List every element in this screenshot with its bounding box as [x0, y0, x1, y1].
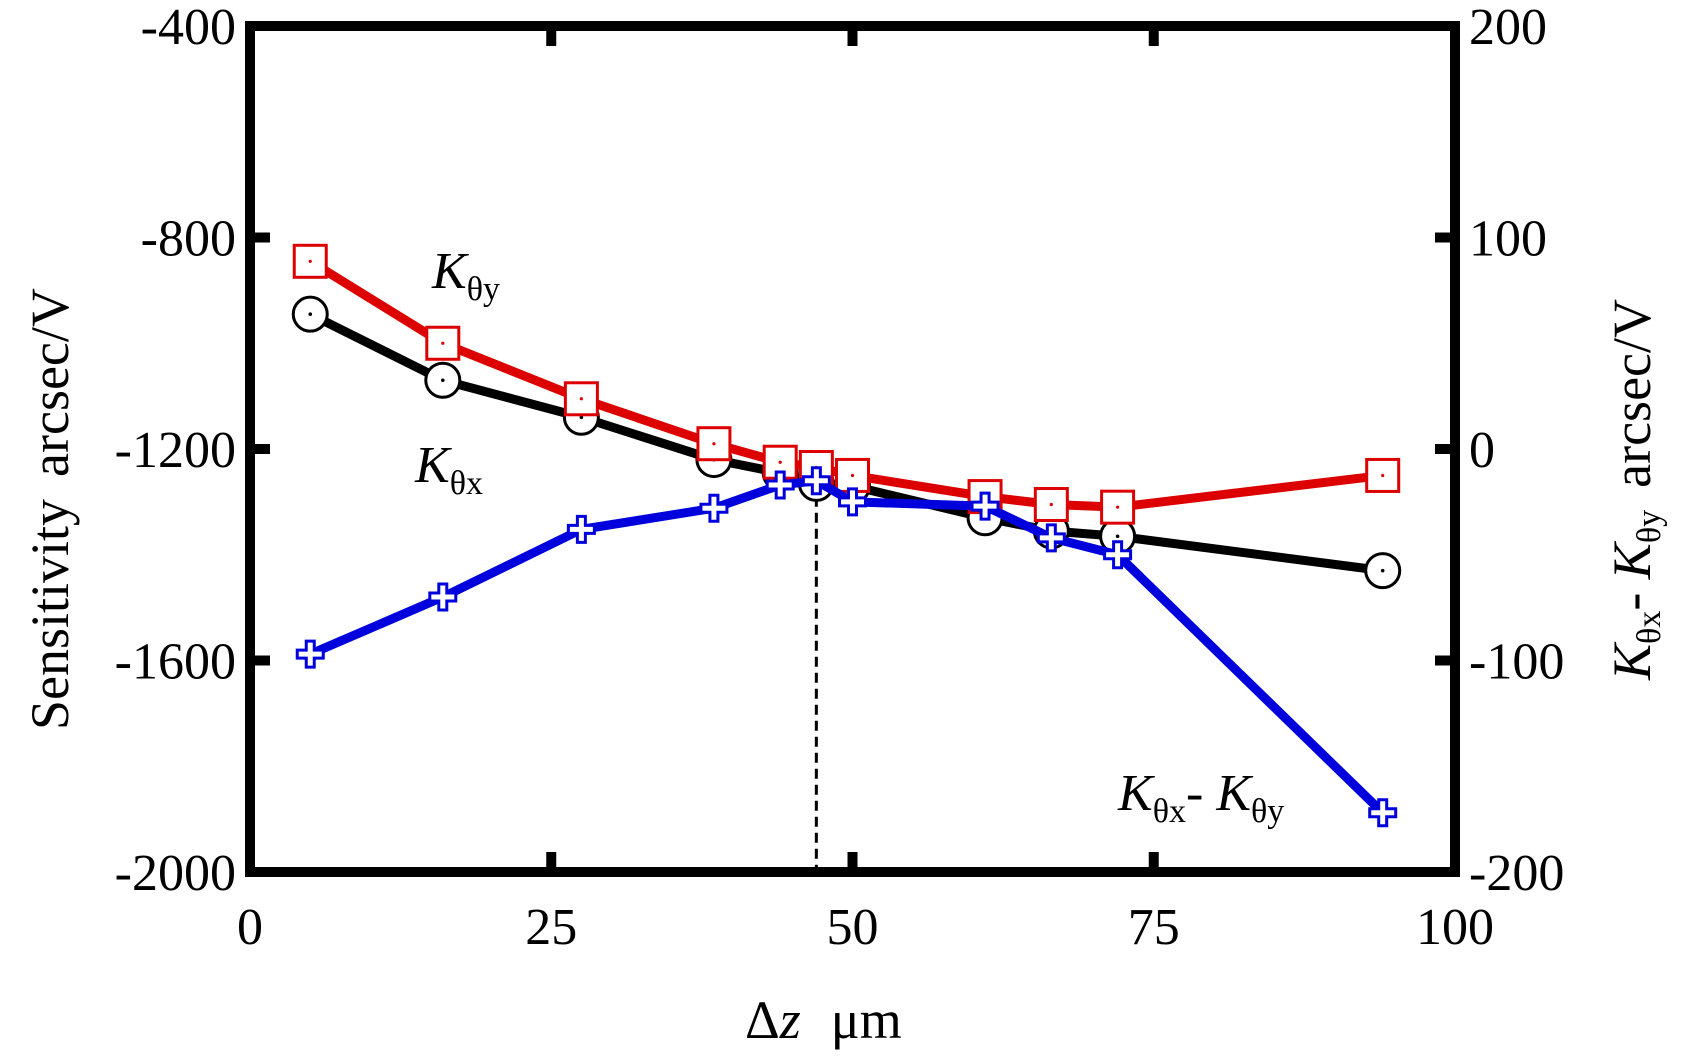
data-point-dot [1381, 473, 1385, 478]
data-point-dot [579, 415, 584, 420]
y-tick-left-label: -1600 [115, 634, 236, 691]
x-axis-variable: z [779, 990, 801, 1050]
data-point [1365, 457, 1401, 493]
annotation-k-theta-y-sub: θy [467, 271, 500, 308]
ticks-layer: 0 25 50 75 100-2000-1600-1200-800-400-200-10… [115, 0, 1565, 956]
x-axis-unit: μm [831, 990, 902, 1050]
y-tick-right-label: 200 [1469, 0, 1547, 56]
data-point [292, 243, 328, 279]
annotation-k-theta-y-k: K [431, 243, 469, 300]
x-axis-delta: Δ [745, 990, 780, 1050]
data-point-dot [712, 442, 716, 446]
data-point [563, 381, 599, 417]
annotation-k-diff-k2: K [1215, 765, 1253, 822]
data-point-dot [308, 312, 313, 316]
data-point [801, 466, 831, 496]
annotation-k-diff-sep: - [1186, 765, 1216, 822]
y-tick-right-label: -100 [1469, 634, 1564, 691]
y-tick-right-label: -200 [1469, 845, 1564, 902]
y-tick-right-label: 100 [1469, 211, 1547, 268]
data-point [1364, 552, 1402, 590]
data-point-dot [778, 460, 782, 464]
x-tick-label: 100 [1416, 899, 1494, 956]
data-point [835, 457, 870, 493]
x-tick-label: 0 [237, 899, 263, 956]
x-tick-label: 25 [525, 899, 577, 956]
data-point [1368, 798, 1398, 828]
annotation-k-diff-s1: θx [1153, 793, 1186, 830]
y-axis-right-k2: K [1602, 540, 1662, 580]
annotation-k-theta-x-k: K [414, 437, 452, 494]
y-axis-left-label: Sensitivity [20, 499, 80, 730]
data-point [1033, 487, 1069, 523]
y-tick-left-label: -800 [141, 211, 236, 268]
data-point-dot [579, 397, 583, 401]
data-point-dot [1116, 505, 1120, 509]
annotation-k-diff: Kθx- Kθy [1117, 765, 1284, 830]
x-tick-label: 50 [827, 899, 879, 956]
plot-frame [245, 21, 1460, 877]
y-tick-left-label: -1200 [115, 422, 236, 479]
y-tick-left-label: -400 [141, 0, 236, 56]
series-line [308, 476, 1386, 817]
y-axis-right-title: Kθx- Kθy arcsec/V [1602, 299, 1668, 681]
data-point [1100, 489, 1136, 525]
y-axis-right-s1: θx [1631, 611, 1668, 644]
data-point [424, 361, 462, 399]
x-tick-label: 75 [1128, 899, 1180, 956]
y-axis-right-sep: - [1602, 579, 1662, 610]
data-point [838, 487, 867, 517]
data-point-dot [850, 473, 855, 478]
y-axis-right-unit: arcsec/V [1602, 299, 1662, 488]
data-point-dot [1115, 534, 1120, 539]
annotation-k-theta-y: Kθy [431, 243, 500, 308]
x-axis-title: Δz μm [745, 990, 902, 1050]
data-point [566, 514, 596, 544]
y-axis-right-s2: θy [1631, 510, 1668, 543]
data-point [765, 470, 795, 500]
data-point [425, 325, 461, 361]
data-point [295, 639, 325, 669]
data-point-dot [1049, 502, 1053, 507]
y-tick-left-label: -2000 [115, 845, 236, 902]
data-point [1036, 523, 1066, 553]
data-point-dot [308, 259, 312, 263]
annotation-k-diff-s2: θy [1251, 793, 1284, 830]
data-point [428, 582, 458, 612]
data-point [696, 426, 732, 462]
data-point [699, 493, 729, 523]
data-point-dot [441, 341, 445, 345]
data-point [291, 295, 329, 333]
data-point-dot [441, 378, 445, 383]
data-point [1103, 540, 1133, 570]
y-axis-right-k1: K [1602, 641, 1662, 681]
annotation-k-theta-x-sub: θx [450, 465, 483, 502]
y-tick-right-label: 0 [1469, 422, 1495, 479]
series-layer [291, 243, 1402, 872]
data-point [970, 491, 1000, 521]
annotation-k-diff-k1: K [1117, 765, 1155, 822]
annotation-k-theta-x: Kθx [414, 437, 483, 502]
y-axis-left-unit: arcsec/V [20, 288, 80, 477]
data-point-dot [1380, 568, 1385, 573]
y-axis-left-title: Sensitivity arcsec/V [20, 288, 80, 730]
